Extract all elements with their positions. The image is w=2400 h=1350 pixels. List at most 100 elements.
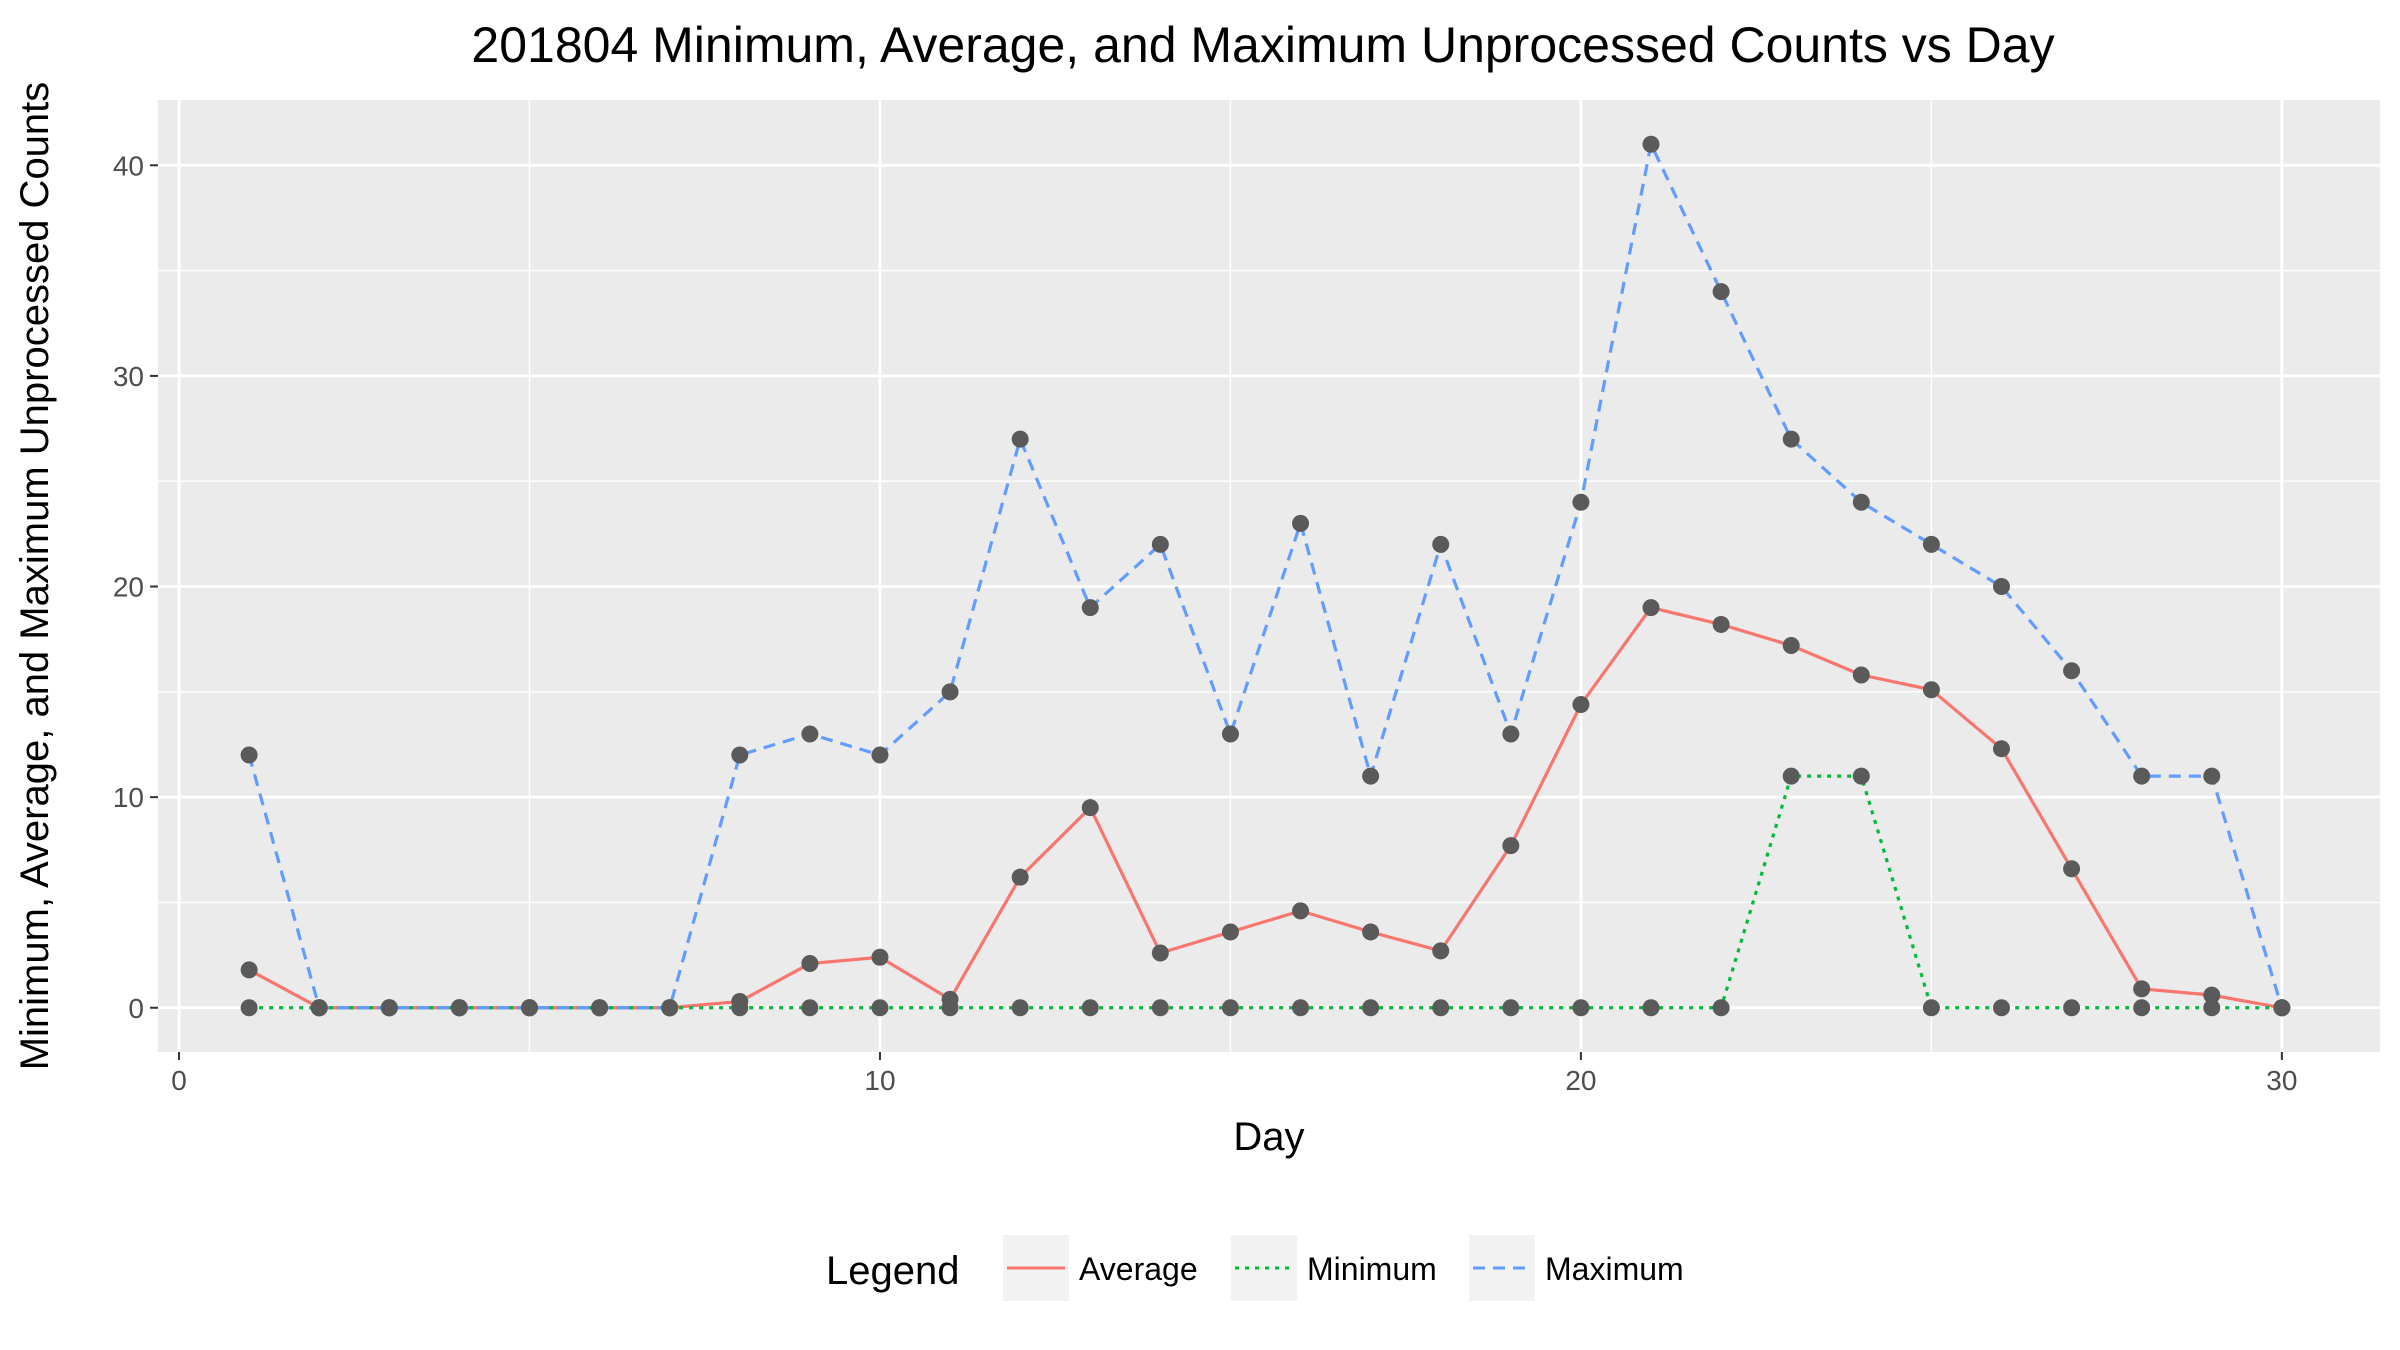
data-point-average xyxy=(1572,695,1590,713)
data-point-maximum xyxy=(2063,662,2081,680)
data-point-average xyxy=(240,961,258,979)
data-point-minimum xyxy=(2203,999,2221,1017)
data-point-minimum xyxy=(1782,767,1800,785)
data-point-maximum xyxy=(871,746,889,764)
data-point-maximum xyxy=(591,999,609,1017)
data-point-average xyxy=(1081,799,1099,817)
data-point-maximum xyxy=(1362,767,1380,785)
data-point-average xyxy=(2203,986,2221,1004)
data-point-maximum xyxy=(1432,535,1450,553)
data-point-average xyxy=(1011,868,1029,886)
data-point-minimum xyxy=(801,999,819,1017)
data-point-maximum xyxy=(1292,514,1310,532)
y-tick-label: 0 xyxy=(128,993,144,1024)
data-point-minimum xyxy=(2063,999,2081,1017)
data-point-maximum xyxy=(1782,430,1800,448)
data-point-minimum xyxy=(1221,999,1239,1017)
data-point-maximum xyxy=(240,746,258,764)
x-axis: 0 10 20 30 xyxy=(171,1052,2297,1096)
chart-title: 201804 Minimum, Average, and Maximum Unp… xyxy=(471,17,2054,73)
plot-panel xyxy=(158,100,2380,1052)
data-point-maximum xyxy=(310,999,328,1017)
data-point-average xyxy=(1221,923,1239,941)
data-point-minimum xyxy=(240,999,258,1017)
data-point-average xyxy=(2063,860,2081,878)
legend: Legend Average Minimum Maximum xyxy=(826,1235,1684,1301)
y-tick-label: 30 xyxy=(113,361,144,392)
data-point-maximum xyxy=(1221,725,1239,743)
x-axis-title: Day xyxy=(1233,1115,1304,1159)
data-point-maximum xyxy=(1992,578,2010,596)
legend-label-minimum: Minimum xyxy=(1307,1251,1437,1287)
legend-title: Legend xyxy=(826,1249,959,1293)
y-axis: 0 10 20 30 40 xyxy=(113,150,158,1024)
y-tick-label: 20 xyxy=(113,572,144,603)
data-point-maximum xyxy=(2133,767,2151,785)
data-point-average xyxy=(1922,681,1940,699)
legend-label-maximum: Maximum xyxy=(1545,1251,1684,1287)
data-point-maximum xyxy=(1572,493,1590,511)
data-point-maximum xyxy=(1922,535,1940,553)
data-point-maximum xyxy=(521,999,539,1017)
data-point-minimum xyxy=(1292,999,1310,1017)
data-point-maximum xyxy=(1081,599,1099,617)
x-tick-label: 20 xyxy=(1565,1065,1596,1096)
data-point-minimum xyxy=(1712,999,1730,1017)
data-point-minimum xyxy=(1642,999,1660,1017)
data-point-minimum xyxy=(1432,999,1450,1017)
data-point-maximum xyxy=(731,746,749,764)
data-point-maximum xyxy=(1642,135,1660,153)
data-point-minimum xyxy=(1362,999,1380,1017)
data-point-maximum xyxy=(801,725,819,743)
data-point-average xyxy=(1852,666,1870,684)
y-tick-label: 10 xyxy=(113,782,144,813)
data-point-average xyxy=(871,948,889,966)
data-point-minimum xyxy=(1922,999,1940,1017)
y-tick-label: 40 xyxy=(113,150,144,181)
legend-item-minimum: Minimum xyxy=(1231,1235,1437,1301)
data-point-maximum xyxy=(450,999,468,1017)
data-point-minimum xyxy=(731,999,749,1017)
x-tick-label: 10 xyxy=(864,1065,895,1096)
x-tick-label: 0 xyxy=(171,1065,187,1096)
data-point-minimum xyxy=(1992,999,2010,1017)
data-point-minimum xyxy=(941,999,959,1017)
data-point-average xyxy=(1712,615,1730,633)
series-layer xyxy=(247,142,2284,1010)
data-point-minimum xyxy=(1081,999,1099,1017)
data-point-minimum xyxy=(1572,999,1590,1017)
data-point-maximum xyxy=(661,999,679,1017)
data-point-average xyxy=(801,955,819,973)
data-point-average xyxy=(1151,944,1169,962)
points-layer xyxy=(240,135,2291,1017)
data-point-maximum xyxy=(1151,535,1169,553)
series-line-maximum xyxy=(247,142,2284,1010)
data-point-average xyxy=(1502,837,1520,855)
data-point-maximum xyxy=(1852,493,1870,511)
data-point-maximum xyxy=(1502,725,1520,743)
data-point-maximum xyxy=(941,683,959,701)
data-point-minimum xyxy=(871,999,889,1017)
data-point-maximum xyxy=(1712,283,1730,301)
data-point-average xyxy=(1992,740,2010,758)
legend-label-average: Average xyxy=(1079,1251,1198,1287)
data-point-minimum xyxy=(1011,999,1029,1017)
data-point-minimum xyxy=(1852,767,1870,785)
data-point-average xyxy=(1782,637,1800,655)
data-point-minimum xyxy=(2133,999,2151,1017)
legend-item-average: Average xyxy=(1003,1235,1198,1301)
data-point-minimum xyxy=(1151,999,1169,1017)
data-point-average xyxy=(1362,923,1380,941)
data-point-average xyxy=(1432,942,1450,960)
y-axis-title: Minimum, Average, and Maximum Unprocesse… xyxy=(13,82,57,1071)
data-point-maximum xyxy=(1011,430,1029,448)
data-point-minimum xyxy=(1502,999,1520,1017)
x-tick-label: 30 xyxy=(2266,1065,2297,1096)
legend-item-maximum: Maximum xyxy=(1469,1235,1684,1301)
data-point-average xyxy=(1292,902,1310,920)
data-point-maximum xyxy=(380,999,398,1017)
data-point-maximum xyxy=(2203,767,2221,785)
data-point-average xyxy=(1642,599,1660,617)
data-point-average xyxy=(2133,980,2151,998)
